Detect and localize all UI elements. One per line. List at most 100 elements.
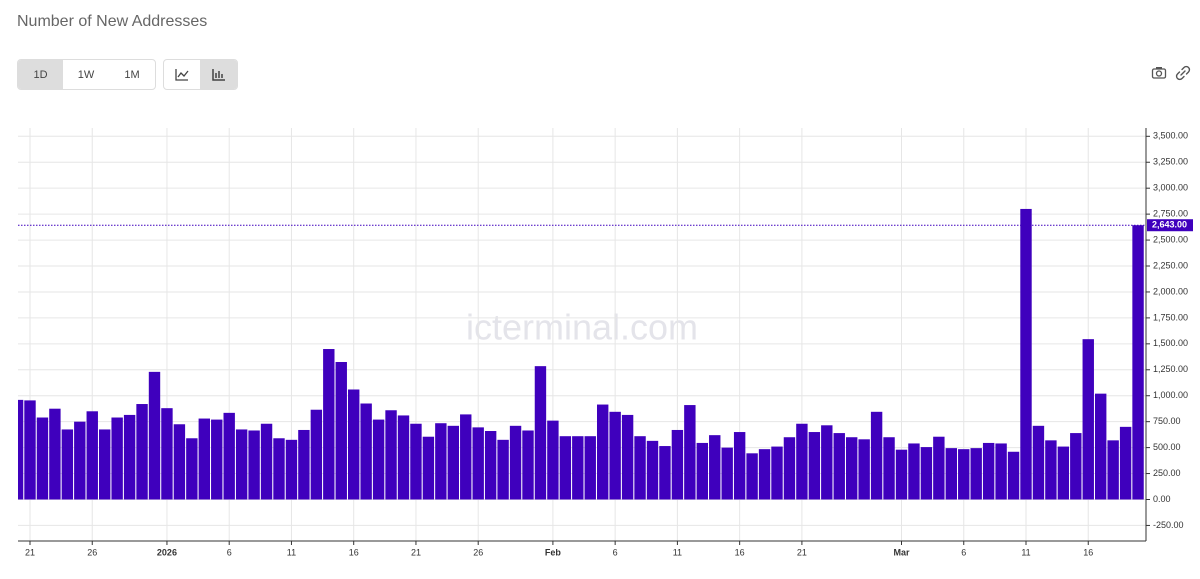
axes: -250.00 0.00 250.00 500.00 750.00 1,000.00 1,2… — [18, 128, 1193, 557]
bar — [74, 421, 86, 500]
bars — [18, 208, 1144, 500]
bar — [846, 437, 858, 500]
x-tick-label: 16 — [1083, 547, 1093, 557]
bar — [796, 423, 808, 500]
x-tick-label: 21 — [25, 547, 35, 557]
bar — [597, 404, 609, 500]
bar — [908, 443, 920, 500]
bar — [285, 439, 298, 500]
bar — [1082, 339, 1094, 500]
bar — [372, 419, 385, 500]
bar — [223, 412, 235, 500]
bar — [746, 453, 758, 500]
bar — [348, 389, 360, 500]
bar — [709, 435, 721, 500]
y-tick-label: 750.00 — [1153, 416, 1181, 426]
interval-button[interactable]: 1D — [18, 60, 63, 89]
bar — [136, 404, 148, 500]
x-tick-label: 26 — [473, 547, 483, 557]
x-tick-label: Feb — [545, 547, 562, 557]
x-tick-label: 6 — [613, 547, 618, 557]
bar — [211, 419, 223, 500]
bar — [173, 424, 186, 500]
y-tick-label: 3,250.00 — [1153, 157, 1188, 167]
bar — [584, 436, 596, 500]
bar — [186, 438, 198, 500]
bar — [783, 437, 796, 500]
bar — [385, 410, 397, 500]
bar — [310, 409, 323, 500]
bar — [1007, 451, 1020, 500]
line-chart-button[interactable] — [164, 60, 200, 89]
y-tick-label: 2,250.00 — [1153, 260, 1188, 270]
bar — [497, 439, 509, 500]
bar — [758, 449, 771, 500]
link-icon[interactable] — [1175, 65, 1191, 81]
bar-icon — [211, 68, 225, 81]
x-tick-label: 16 — [349, 547, 359, 557]
bar — [1020, 208, 1032, 500]
y-tick-label: 1,250.00 — [1153, 364, 1188, 374]
bar — [397, 415, 410, 500]
bar — [248, 430, 260, 500]
y-tick-label: 3,500.00 — [1153, 131, 1188, 141]
bar — [472, 427, 484, 500]
bar — [995, 443, 1007, 500]
bar — [958, 449, 970, 500]
x-tick-label: 21 — [411, 547, 421, 557]
bar — [49, 408, 61, 500]
bar — [522, 430, 534, 500]
bar — [323, 349, 335, 500]
chart-type-group — [163, 59, 238, 90]
last-value-label: 2,643.00 — [1152, 220, 1187, 230]
x-tick-label: Mar — [893, 547, 910, 557]
bar — [1095, 393, 1107, 500]
bar — [895, 449, 908, 500]
y-tick-label: 250.00 — [1153, 468, 1181, 478]
screenshot-icon[interactable] — [1151, 65, 1167, 81]
bar — [1119, 426, 1132, 500]
y-tick-label: 2,000.00 — [1153, 286, 1188, 296]
bar — [733, 432, 746, 500]
line-icon — [175, 68, 189, 81]
bar — [671, 429, 684, 500]
y-tick-label: -250.00 — [1153, 520, 1184, 530]
bar — [547, 420, 559, 500]
bar — [684, 405, 696, 500]
x-tick-label: 16 — [735, 547, 745, 557]
bar — [1070, 433, 1082, 500]
bar — [659, 446, 671, 500]
bar — [335, 361, 347, 500]
interval-button[interactable]: 1M — [124, 68, 140, 81]
bar — [360, 403, 372, 500]
interval-button[interactable]: 1W — [77, 68, 95, 81]
bar — [870, 411, 883, 500]
x-tick-label: 6 — [961, 547, 966, 557]
bar — [609, 411, 621, 500]
bar — [36, 417, 49, 500]
bar — [534, 366, 547, 500]
bar — [808, 432, 821, 500]
bar — [24, 400, 36, 500]
bar — [858, 439, 870, 500]
bar — [410, 423, 422, 500]
bar — [1045, 440, 1057, 500]
bar — [1057, 446, 1070, 500]
y-tick-label: 3,000.00 — [1153, 183, 1188, 193]
bar — [298, 429, 310, 500]
bar — [422, 436, 435, 500]
y-tick-label: 1,000.00 — [1153, 390, 1188, 400]
y-tick-label: 1,750.00 — [1153, 312, 1188, 322]
bar — [945, 448, 957, 500]
x-tick-label: 11 — [1021, 547, 1030, 557]
bar — [982, 442, 995, 500]
bar — [833, 433, 845, 500]
bar-chart-button[interactable] — [200, 60, 237, 89]
x-tick-label: 2026 — [157, 547, 177, 557]
bar — [273, 438, 285, 500]
y-tick-label: 500.00 — [1153, 442, 1181, 452]
bar — [771, 446, 783, 500]
bar — [696, 442, 708, 500]
y-tick-label: 1,500.00 — [1153, 338, 1188, 348]
